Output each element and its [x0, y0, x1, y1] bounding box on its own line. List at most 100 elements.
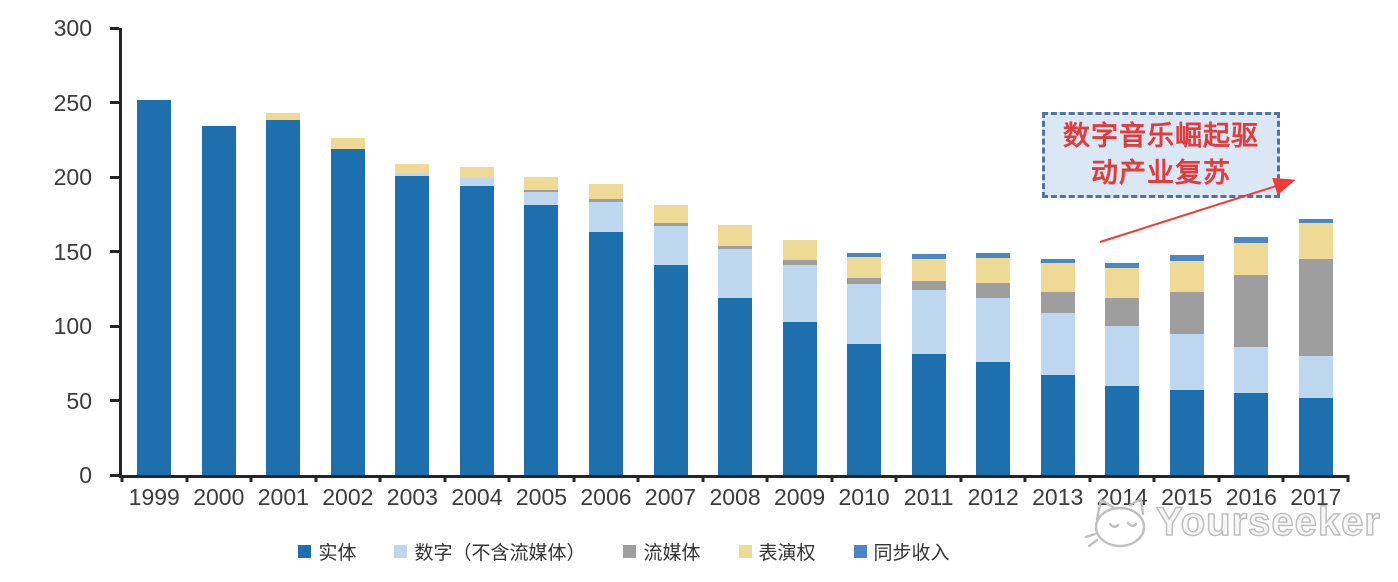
stacked-bar-2009	[782, 239, 817, 475]
bar-segment-sync	[976, 253, 1011, 258]
bar-slot-2010	[832, 28, 897, 475]
legend-swatch-digital-ex-streaming	[394, 545, 408, 558]
bar-segment-streaming	[911, 281, 946, 291]
bar-segment-sync	[1040, 258, 1075, 264]
bar-segment-digital-ex-streaming	[911, 290, 946, 355]
legend-label-sync: 同步收入	[873, 543, 950, 564]
legend-swatch-streaming	[623, 545, 637, 558]
y-axis-tick	[110, 175, 119, 179]
y-tick-label-300: 300	[53, 15, 92, 41]
bar-segment-physical	[330, 148, 365, 475]
bar-segment-sync	[911, 254, 946, 259]
bar-segment-physical	[911, 354, 946, 475]
stacked-bar-2017	[1298, 218, 1333, 475]
y-axis-tick	[110, 399, 119, 402]
y-axis-tick	[110, 101, 119, 104]
bar-slot-2016	[1219, 28, 1284, 475]
x-tick-label-2007: 2007	[644, 484, 697, 510]
bar-segment-sync	[1298, 218, 1333, 224]
bar-segment-physical	[1234, 393, 1269, 475]
x-tick-label-2014: 2014	[1096, 484, 1148, 510]
x-tick-label-2009: 2009	[773, 484, 826, 510]
x-axis-tick	[1217, 475, 1221, 482]
y-tick-label-50: 50	[66, 387, 92, 414]
stacked-bar-2015	[1169, 254, 1204, 475]
legend-label-digital-ex-streaming: 数字（不含流媒体）	[414, 543, 586, 564]
x-axis-tick	[1281, 475, 1285, 482]
bar-slot-1999	[122, 28, 187, 475]
watermark-text: Yourseeker	[1155, 499, 1381, 545]
bar-segment-performance-rights	[1234, 242, 1269, 276]
bar-segment-digital-ex-streaming	[524, 191, 559, 206]
bar-slot-2000	[187, 28, 252, 475]
x-tick-label-2017: 2017	[1290, 484, 1342, 510]
x-axis-tick	[1023, 475, 1027, 482]
y-tick-label-100: 100	[53, 313, 92, 339]
cat-logo-icon	[1084, 497, 1146, 548]
bar-segment-streaming	[1105, 297, 1140, 327]
bar-segment-streaming	[1040, 291, 1075, 313]
x-axis-tick	[1152, 475, 1156, 482]
bar-segment-performance-rights	[1040, 263, 1075, 292]
stacked-bar-2012	[976, 253, 1011, 475]
bar-segment-streaming	[524, 190, 559, 192]
bar-segment-digital-ex-streaming	[1040, 312, 1075, 376]
x-tick-label-2008: 2008	[709, 484, 761, 510]
bar-segment-physical	[201, 126, 236, 475]
legend-swatch-sync	[853, 545, 867, 558]
bar-segment-physical	[524, 205, 559, 475]
bar-segment-sync	[847, 252, 882, 258]
bar-segment-streaming	[653, 223, 688, 227]
bar-segment-physical	[653, 264, 688, 475]
x-tick-label-2016: 2016	[1225, 484, 1277, 510]
stacked-bar-1999	[137, 99, 172, 475]
stacked-bar-2001	[266, 112, 301, 475]
bar-series-area	[122, 28, 1348, 475]
bar-segment-digital-ex-streaming	[1169, 333, 1204, 391]
bar-segment-physical	[459, 185, 494, 475]
bar-segment-performance-rights	[911, 258, 946, 282]
bar-segment-streaming	[847, 278, 882, 285]
x-axis-tick	[701, 475, 705, 482]
bar-segment-digital-ex-streaming	[847, 284, 882, 344]
stacked-bar-2016	[1234, 236, 1269, 475]
bar-segment-physical	[266, 120, 301, 475]
bar-segment-physical	[137, 99, 172, 475]
bar-segment-performance-rights	[266, 112, 301, 121]
bar-slot-2013	[1025, 28, 1090, 475]
stacked-bar-2014	[1105, 263, 1140, 475]
annotation-line1: 数字音乐崛起驱	[1063, 121, 1259, 151]
bar-segment-sync	[1105, 263, 1140, 268]
bar-segment-streaming	[1169, 291, 1204, 334]
bar-slot-2007	[638, 28, 703, 475]
x-tick-label-2015: 2015	[1161, 484, 1213, 510]
watermark: Yourseeker	[1084, 494, 1381, 550]
bar-segment-digital-ex-streaming	[653, 226, 688, 265]
bar-slot-2012	[961, 28, 1026, 475]
x-tick-label-1999: 1999	[128, 484, 180, 510]
stacked-bar-2011	[911, 254, 946, 475]
bar-segment-performance-rights	[1169, 260, 1204, 292]
bar-segment-streaming	[588, 199, 623, 203]
bar-segment-physical	[395, 175, 430, 475]
bar-segment-digital-ex-streaming	[718, 248, 753, 298]
bar-segment-digital-ex-streaming	[588, 202, 623, 233]
stacked-bar-2006	[588, 184, 623, 475]
stacked-bar-2013	[1040, 258, 1075, 475]
bar-segment-streaming	[718, 245, 753, 249]
bar-slot-2011	[896, 28, 961, 475]
legend-swatch-performance-rights	[738, 545, 752, 558]
stacked-bar-2008	[718, 224, 753, 475]
x-tick-label-2011: 2011	[903, 484, 954, 510]
x-axis-tick	[1346, 475, 1350, 482]
x-tick-label-2010: 2010	[838, 484, 890, 510]
legend: 实体 数字（不含流媒体） 流媒体 表演权 同步收入	[0, 538, 1398, 565]
y-tick-label-250: 250	[53, 89, 92, 116]
bar-segment-streaming	[782, 260, 817, 265]
legend-item-streaming: 流媒体	[623, 538, 701, 565]
bar-segment-performance-rights	[782, 239, 817, 261]
x-axis-tick	[830, 475, 834, 482]
bar-segment-physical	[588, 232, 623, 475]
y-axis-tick	[110, 250, 119, 253]
y-axis-tick	[110, 473, 119, 477]
